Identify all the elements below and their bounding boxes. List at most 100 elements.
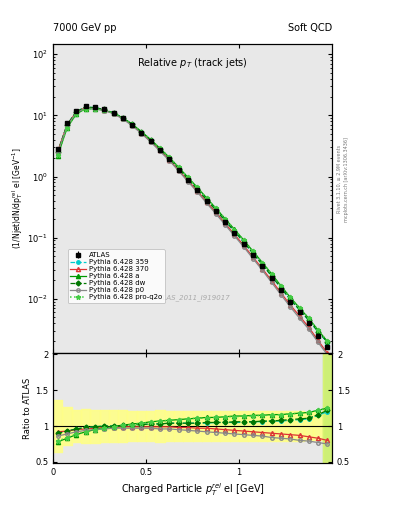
Pythia 6.428 dw: [232, 228, 237, 234]
Pythia 6.428 370: [93, 105, 97, 111]
Line: Pythia 6.428 359: Pythia 6.428 359: [56, 105, 329, 344]
Pythia 6.428 pro-q2o: [149, 137, 153, 143]
Text: Rivet 3.1.10, ≥ 2.9M events: Rivet 3.1.10, ≥ 2.9M events: [336, 145, 341, 214]
Pythia 6.428 a: [195, 184, 200, 190]
Pythia 6.428 359: [64, 122, 70, 128]
Pythia 6.428 a: [185, 174, 190, 180]
Pythia 6.428 pro-q2o: [130, 121, 134, 127]
Pythia 6.428 359: [241, 239, 246, 245]
Pythia 6.428 p0: [288, 304, 292, 310]
Pythia 6.428 370: [204, 199, 209, 205]
Pythia 6.428 dw: [64, 122, 70, 128]
Line: Pythia 6.428 dw: Pythia 6.428 dw: [56, 105, 329, 344]
Pythia 6.428 pro-q2o: [325, 338, 330, 345]
Pythia 6.428 a: [223, 216, 228, 222]
Pythia 6.428 p0: [241, 244, 246, 250]
Pythia 6.428 dw: [297, 307, 302, 313]
Line: Pythia 6.428 a: Pythia 6.428 a: [56, 106, 329, 344]
Pythia 6.428 dw: [269, 273, 274, 279]
Line: Pythia 6.428 p0: Pythia 6.428 p0: [56, 106, 329, 357]
Pythia 6.428 359: [120, 115, 125, 121]
Pythia 6.428 p0: [158, 148, 162, 154]
Pythia 6.428 pro-q2o: [102, 107, 107, 113]
Pythia 6.428 359: [83, 104, 88, 110]
Pythia 6.428 pro-q2o: [241, 237, 246, 243]
Pythia 6.428 dw: [93, 104, 97, 111]
Pythia 6.428 359: [74, 109, 79, 115]
Pythia 6.428 a: [130, 121, 134, 127]
Pythia 6.428 p0: [74, 110, 79, 116]
Pythia 6.428 a: [93, 105, 97, 112]
Pythia 6.428 dw: [195, 186, 200, 192]
Pythia 6.428 p0: [279, 292, 283, 298]
Pythia 6.428 dw: [158, 146, 162, 153]
Text: 7000 GeV pp: 7000 GeV pp: [53, 23, 117, 33]
Pythia 6.428 a: [325, 338, 330, 345]
Pythia 6.428 370: [307, 324, 311, 330]
Pythia 6.428 dw: [213, 207, 218, 213]
Pythia 6.428 p0: [195, 189, 200, 195]
Pythia 6.428 dw: [223, 218, 228, 224]
Pythia 6.428 370: [102, 107, 107, 113]
Pythia 6.428 a: [158, 145, 162, 152]
Pythia 6.428 a: [251, 248, 255, 254]
Pythia 6.428 pro-q2o: [55, 153, 60, 159]
Pythia 6.428 dw: [167, 155, 172, 161]
Pythia 6.428 p0: [64, 123, 70, 129]
Pythia 6.428 a: [204, 195, 209, 201]
Pythia 6.428 p0: [130, 122, 134, 129]
Pythia 6.428 359: [279, 285, 283, 291]
Pythia 6.428 pro-q2o: [232, 226, 237, 232]
Pythia 6.428 370: [74, 109, 79, 115]
Pythia 6.428 pro-q2o: [176, 164, 181, 170]
Pythia 6.428 a: [297, 305, 302, 311]
Pythia 6.428 dw: [74, 109, 79, 115]
Pythia 6.428 dw: [83, 104, 88, 110]
Pythia 6.428 370: [316, 337, 321, 344]
Pythia 6.428 a: [260, 260, 265, 266]
Pythia 6.428 359: [316, 329, 321, 335]
Pythia 6.428 p0: [325, 352, 330, 358]
Pythia 6.428 a: [279, 283, 283, 289]
Pythia 6.428 370: [241, 242, 246, 248]
Pythia 6.428 a: [307, 315, 311, 322]
Pythia 6.428 370: [325, 350, 330, 356]
Pythia 6.428 370: [288, 302, 292, 308]
Pythia 6.428 pro-q2o: [213, 205, 218, 211]
X-axis label: Charged Particle $p_T^{rel}$ el [GeV]: Charged Particle $p_T^{rel}$ el [GeV]: [121, 481, 264, 498]
Pythia 6.428 359: [195, 186, 200, 192]
Pythia 6.428 dw: [325, 339, 330, 345]
Pythia 6.428 dw: [316, 329, 321, 335]
Pythia 6.428 dw: [288, 296, 292, 302]
Pythia 6.428 a: [139, 129, 144, 135]
Pythia 6.428 370: [260, 266, 265, 272]
Pythia 6.428 359: [93, 104, 97, 111]
Pythia 6.428 p0: [204, 200, 209, 206]
Pythia 6.428 p0: [251, 255, 255, 262]
Pythia 6.428 370: [120, 115, 125, 121]
Pythia 6.428 pro-q2o: [251, 248, 255, 254]
Pythia 6.428 370: [251, 254, 255, 260]
Pythia 6.428 p0: [176, 168, 181, 174]
Line: Pythia 6.428 370: Pythia 6.428 370: [56, 105, 329, 355]
Pythia 6.428 370: [111, 110, 116, 116]
Pythia 6.428 pro-q2o: [93, 105, 97, 112]
Pythia 6.428 p0: [149, 139, 153, 145]
Pythia 6.428 359: [223, 218, 228, 224]
Pythia 6.428 a: [316, 327, 321, 333]
Pythia 6.428 p0: [185, 179, 190, 185]
Pythia 6.428 359: [185, 176, 190, 182]
Pythia 6.428 p0: [260, 267, 265, 273]
Pythia 6.428 p0: [167, 158, 172, 164]
Pythia 6.428 359: [158, 146, 162, 153]
Pythia 6.428 p0: [297, 315, 302, 321]
Pythia 6.428 pro-q2o: [74, 111, 79, 117]
Pythia 6.428 a: [55, 153, 60, 159]
Pythia 6.428 359: [167, 155, 172, 161]
Pythia 6.428 370: [232, 231, 237, 238]
Pythia 6.428 359: [149, 137, 153, 143]
Pythia 6.428 dw: [241, 239, 246, 245]
Pythia 6.428 359: [204, 197, 209, 203]
Text: ATLAS_2011_I919017: ATLAS_2011_I919017: [155, 294, 230, 301]
Pythia 6.428 359: [213, 207, 218, 213]
